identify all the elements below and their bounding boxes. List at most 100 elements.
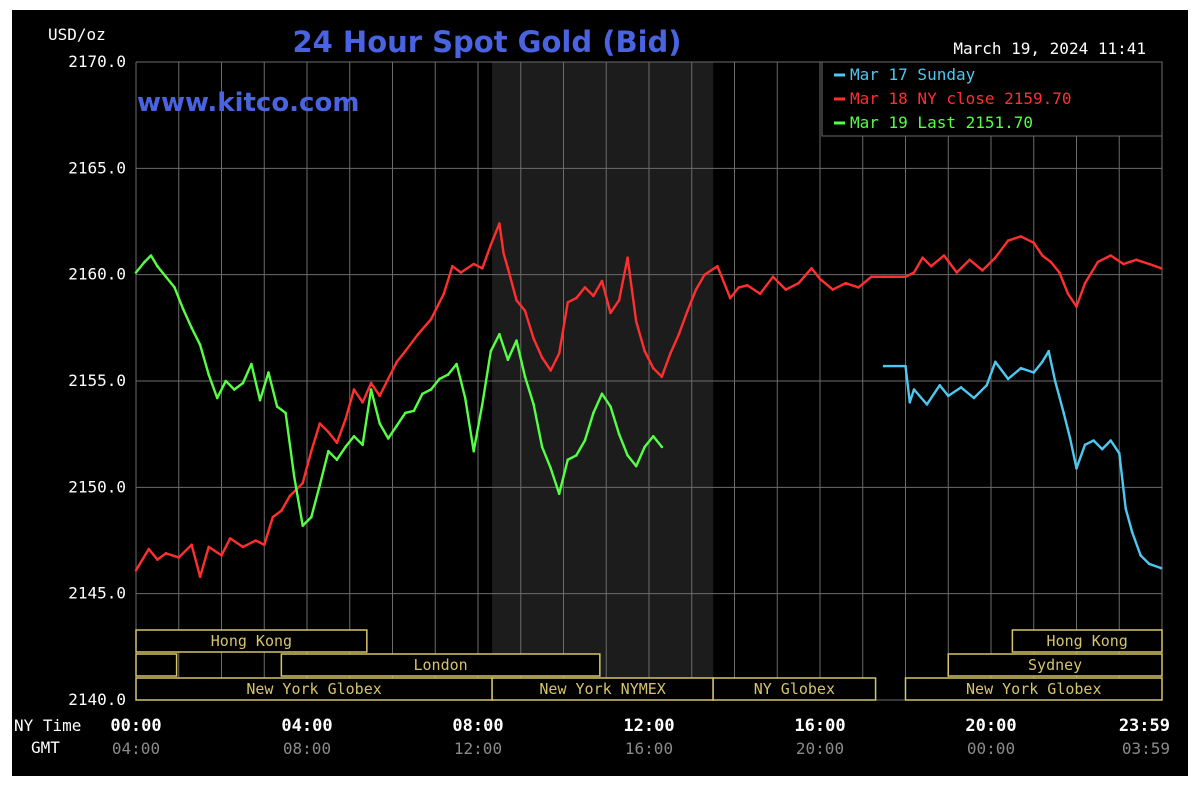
data-point-last (275, 405, 279, 408)
data-point-sunday (1147, 562, 1151, 566)
y-tick-label: 2160.0 (68, 265, 126, 284)
data-point-ny-close (506, 267, 510, 270)
data-point-last (455, 362, 458, 366)
data-point-ny-close (241, 545, 245, 549)
data-point-last (481, 403, 484, 406)
data-point-last (609, 405, 612, 408)
session-box (280, 653, 601, 677)
data-point-ny-close (1032, 241, 1036, 245)
y-axis-unit-label: USD/oz (48, 25, 106, 44)
data-point-ny-close (207, 545, 210, 549)
data-point-ny-close (728, 296, 732, 300)
series-layer (134, 222, 1163, 578)
data-point-ny-close (220, 554, 223, 557)
data-point-sunday (1124, 507, 1127, 510)
session-box (1011, 629, 1163, 653)
data-point-sunday (1032, 371, 1036, 374)
data-point-ny-close (929, 264, 933, 268)
x-tick-label-ny: 00:00 (110, 716, 161, 736)
data-point-ny-close (1075, 305, 1078, 308)
data-point-ny-close (771, 275, 775, 279)
data-point-sunday (1006, 377, 1010, 381)
data-point-ny-close (758, 292, 762, 296)
data-point-last (412, 409, 416, 413)
data-point-ny-close (557, 352, 561, 355)
legend-entry: Mar 17 Sunday (850, 65, 976, 84)
x-tick-label-ny: 08:00 (452, 716, 503, 736)
data-point-ny-close (968, 258, 971, 262)
data-point-ny-close (617, 298, 621, 302)
data-point-ny-close (626, 256, 629, 259)
data-point-last (190, 326, 193, 330)
data-point-ny-close (746, 284, 749, 287)
session-box (135, 653, 178, 677)
data-point-ny-close (1066, 292, 1070, 296)
data-point-ny-close (955, 271, 959, 274)
data-point-ny-close (716, 264, 719, 268)
session-box (904, 677, 1163, 701)
data-point-last (143, 260, 146, 264)
data-point-ny-close (386, 377, 390, 381)
data-point-ny-close (818, 277, 822, 281)
data-point-last (660, 445, 664, 449)
data-point-ny-close (344, 418, 347, 421)
data-point-sunday (912, 388, 916, 391)
y-tick-label: 2170.0 (68, 52, 126, 71)
data-point-ny-close (981, 269, 984, 272)
session-label: New York Globex (966, 680, 1101, 698)
data-point-ny-close (1019, 235, 1023, 238)
data-point-last (207, 373, 210, 376)
data-point-last (156, 264, 159, 268)
data-point-ny-close (1109, 254, 1112, 257)
data-point-sunday (908, 401, 912, 404)
session-label: Hong Kong (211, 632, 292, 650)
data-point-last (557, 492, 561, 496)
data-point-ny-close (904, 275, 907, 279)
data-point-ny-close (369, 381, 373, 385)
x-tick-label-gmt: 03:59 (1122, 739, 1170, 758)
data-point-last (489, 349, 493, 353)
data-point-sunday (938, 384, 941, 387)
data-point-last (181, 307, 185, 311)
data-point-last (361, 443, 364, 447)
data-point-last (549, 466, 552, 470)
data-point-last (318, 483, 322, 487)
data-point-last (506, 358, 510, 362)
series-line-sunday (884, 350, 1162, 570)
data-point-last (284, 411, 287, 415)
data-point-ny-close (660, 375, 664, 379)
data-point-last (224, 379, 228, 383)
data-point-ny-close (994, 256, 997, 259)
data-point-last (198, 343, 202, 347)
data-point-ny-close (502, 252, 505, 255)
data-point-ny-close (335, 441, 339, 445)
data-point-sunday (925, 403, 929, 406)
data-point-ny-close (254, 539, 257, 542)
data-point-last (310, 515, 313, 519)
legend-box (821, 61, 1163, 137)
data-point-ny-close (310, 449, 313, 453)
data-point-ny-close (489, 243, 493, 247)
data-point-ny-close (797, 281, 800, 285)
data-point-ny-close (164, 552, 168, 555)
data-point-ny-close (361, 401, 364, 404)
data-point-last (583, 439, 587, 442)
data-point-ny-close (921, 256, 924, 259)
data-point-last (335, 458, 339, 462)
data-point-ny-close (228, 537, 232, 540)
data-point-sunday (1159, 566, 1163, 570)
data-point-last (173, 286, 176, 289)
axis-layer: 2170.0 2165.0 2160.0 2155.0 2150.0 2145.0 2140… (68, 52, 1170, 758)
data-point-last (472, 449, 476, 453)
session-box (947, 653, 1163, 677)
data-point-sunday (1047, 349, 1050, 353)
legend-entry: Mar 19 Last 2151.70 (850, 113, 1033, 132)
chart-title: 24 Hour Spot Gold (Bid) (292, 25, 681, 59)
data-point-ny-close (515, 298, 518, 302)
x-tick-label-ny: 23:59 (1119, 716, 1170, 736)
data-point-sunday (1130, 530, 1134, 534)
legend-entry: Mar 18 NY close 2159.70 (850, 89, 1072, 108)
data-point-sunday (1109, 439, 1112, 442)
data-point-ny-close (540, 356, 544, 359)
data-point-last (250, 362, 253, 366)
